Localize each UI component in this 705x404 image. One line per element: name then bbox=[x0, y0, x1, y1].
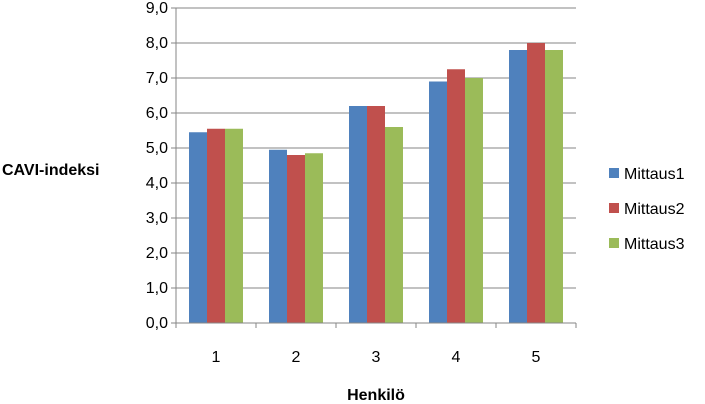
bar-Mittaus1-4 bbox=[429, 81, 447, 323]
bar-Mittaus3-4 bbox=[465, 78, 483, 323]
bar-Mittaus3-3 bbox=[385, 127, 403, 323]
y-tick-label: 5,0 bbox=[146, 140, 168, 157]
legend-swatch bbox=[609, 238, 619, 248]
axes bbox=[175, 8, 577, 328]
bar-Mittaus2-3 bbox=[367, 106, 385, 323]
bar-Mittaus1-1 bbox=[189, 132, 207, 323]
y-tick-labels: 0,0 1,0 2,0 3,0 4,0 5,0 6,0 7,0 8,0 9,0 bbox=[146, 0, 168, 332]
bar-Mittaus2-4 bbox=[447, 69, 465, 323]
x-tick-label: 2 bbox=[292, 349, 301, 366]
y-tick-label: 2,0 bbox=[146, 245, 168, 262]
bar-Mittaus3-2 bbox=[305, 153, 323, 323]
bar-Mittaus1-5 bbox=[509, 50, 527, 323]
x-tick-label: 3 bbox=[372, 349, 381, 366]
y-tick-label: 1,0 bbox=[146, 280, 168, 297]
y-tick-label: 0,0 bbox=[146, 315, 168, 332]
bar-Mittaus2-2 bbox=[287, 155, 305, 323]
legend-swatch bbox=[609, 203, 619, 213]
legend-label: Mittaus3 bbox=[624, 236, 685, 253]
bar-Mittaus2-1 bbox=[207, 128, 225, 323]
y-tick-label: 3,0 bbox=[146, 210, 168, 227]
y-tick-label: 4,0 bbox=[146, 175, 168, 192]
y-tick-label: 9,0 bbox=[146, 0, 168, 17]
bar-Mittaus1-3 bbox=[349, 106, 367, 323]
bar-Mittaus3-1 bbox=[225, 128, 243, 323]
y-tick-label: 6,0 bbox=[146, 105, 168, 122]
bar-Mittaus3-5 bbox=[545, 50, 563, 323]
legend-swatch bbox=[609, 168, 619, 178]
x-tick-labels: 1 2 3 4 5 bbox=[212, 349, 541, 366]
x-tick-label: 1 bbox=[212, 349, 221, 366]
legend: Mittaus1 Mittaus2 Mittaus3 bbox=[609, 166, 685, 253]
y-tick-label: 8,0 bbox=[146, 35, 168, 52]
y-axis-title: CAVI-indeksi bbox=[2, 162, 100, 179]
legend-label: Mittaus1 bbox=[624, 166, 685, 183]
x-tick-label: 4 bbox=[452, 349, 461, 366]
legend-label: Mittaus2 bbox=[624, 201, 685, 218]
bar-Mittaus1-2 bbox=[269, 149, 287, 323]
bar-Mittaus2-5 bbox=[527, 43, 545, 323]
bars bbox=[189, 43, 563, 323]
x-tick-label: 5 bbox=[532, 349, 541, 366]
x-axis-title: Henkilö bbox=[347, 387, 405, 404]
y-tick-label: 7,0 bbox=[146, 70, 168, 87]
